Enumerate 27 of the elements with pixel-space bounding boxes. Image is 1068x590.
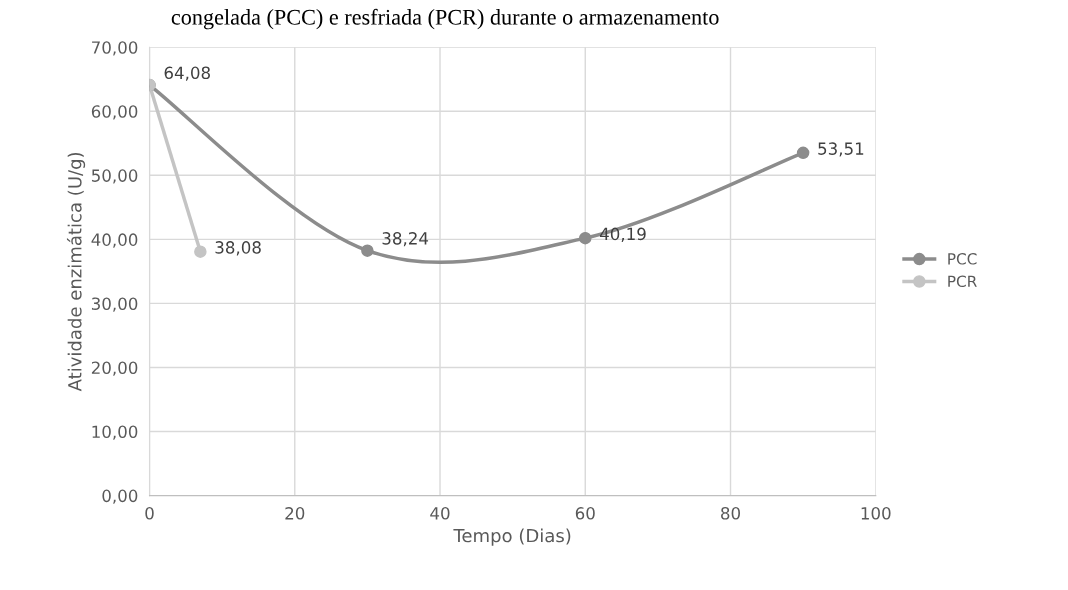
- x-tick-label: 40: [430, 507, 450, 520]
- y-tick-label: 30,00: [91, 297, 138, 312]
- legend-label: PCR: [948, 275, 977, 288]
- y-tick-label: 40,00: [91, 233, 138, 248]
- point: [579, 231, 592, 245]
- data-label: 40,19: [599, 227, 646, 242]
- chart-title: congelada (PCC) e resfriada (PCR) durante o armazenamento: [171, 8, 719, 30]
- x-tick-label: 80: [721, 507, 741, 520]
- y-tick-label: 60,00: [91, 105, 138, 120]
- x-tick-label: 60: [575, 507, 595, 520]
- y-tick-label: 10,00: [92, 425, 138, 440]
- point: [361, 244, 374, 257]
- data-label: 53,51: [818, 142, 864, 157]
- y-axis-title: Atividade enzimática (U/g): [66, 152, 86, 392]
- data-label: 38,24: [382, 232, 429, 247]
- x-tick-label: 0: [145, 507, 154, 520]
- point: [796, 146, 810, 160]
- y-tick-label: 70,00: [92, 41, 138, 56]
- y-tick-label: 50,00: [91, 169, 138, 184]
- x-tick-label: 20: [285, 507, 305, 520]
- legend-label: PCC: [948, 253, 977, 265]
- x-axis-title: Tempo (Dias): [453, 528, 571, 546]
- x-tick-label: 100: [861, 507, 891, 520]
- y-tick-label: 0,00: [102, 489, 138, 504]
- data-label: 64,08: [164, 66, 210, 81]
- data-label: 38,08: [215, 241, 261, 256]
- y-tick-label: 20,00: [91, 361, 138, 376]
